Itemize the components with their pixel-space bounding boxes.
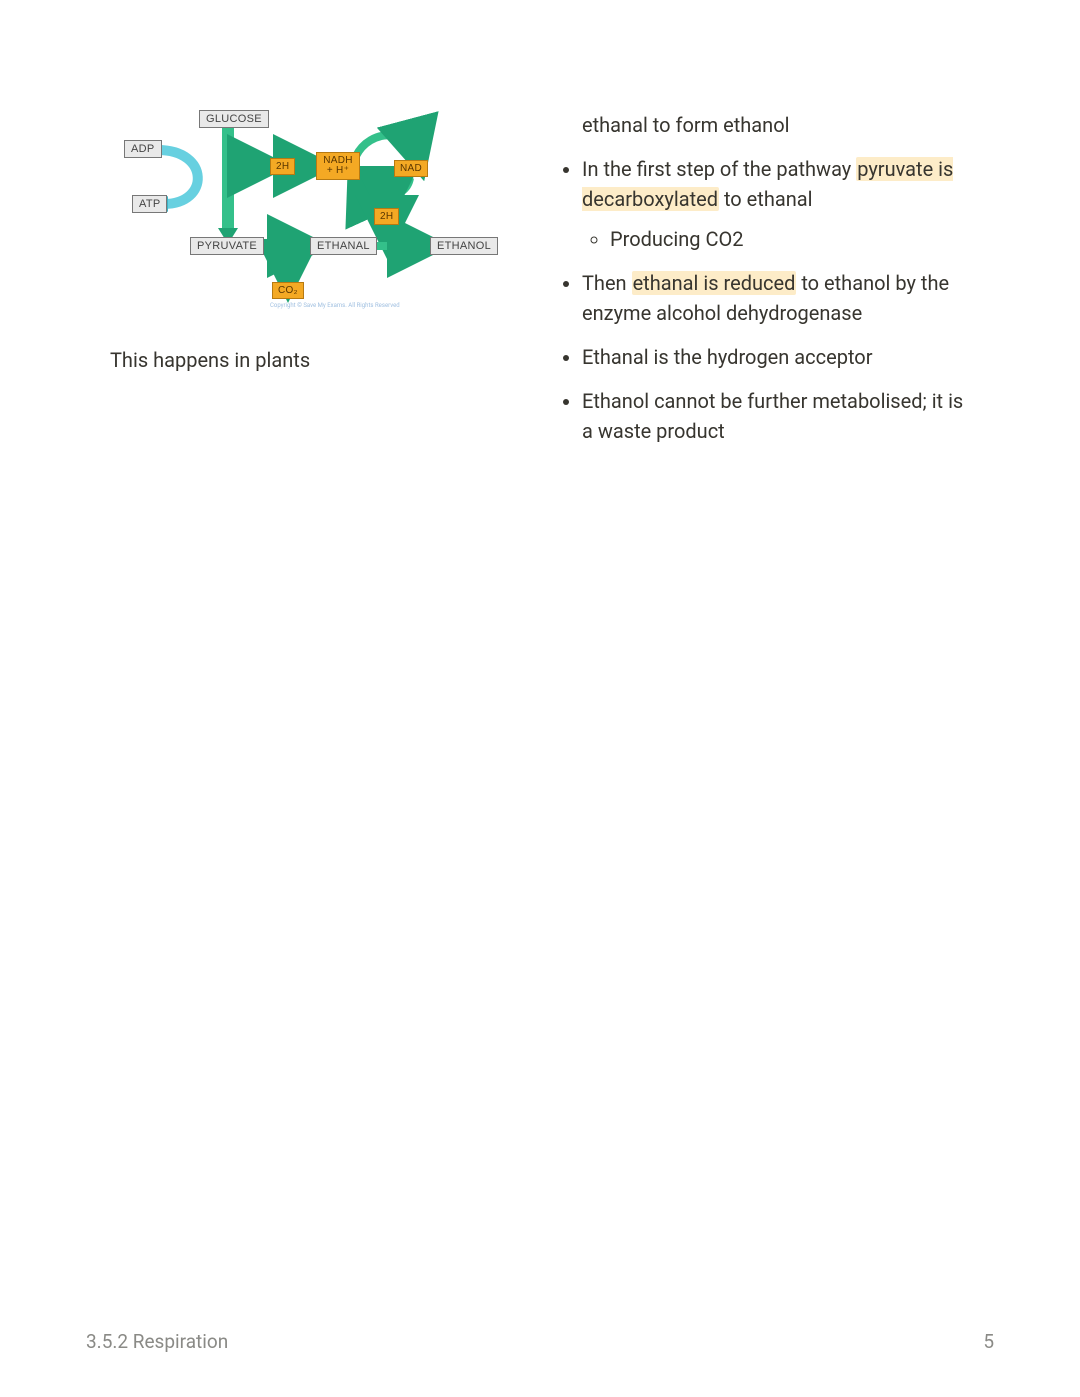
- node-adp: ADP: [124, 140, 162, 158]
- two-column-layout: GLUCOSE ADP ATP 2H NADH+ H⁺ NAD 2H PYRUV…: [110, 110, 970, 460]
- node-pyruvate: PYRUVATE: [190, 237, 264, 255]
- node-ethanal: ETHANAL: [310, 237, 377, 255]
- diagram-arrows: [110, 110, 500, 310]
- node-ethanol: ETHANOL: [430, 237, 498, 255]
- node-atp: ATP: [132, 195, 167, 213]
- footer-title: 3.5.2 Respiration: [86, 1330, 228, 1353]
- node-2h-upper: 2H: [270, 158, 295, 175]
- bullet-2-sublist: Producing CO2: [582, 224, 970, 254]
- node-nadh: NADH+ H⁺: [316, 152, 360, 180]
- bullet-2-text-a: In the first step of the pathway: [582, 157, 856, 181]
- right-column: ethanal to form ethanol In the first ste…: [560, 110, 970, 460]
- bullet-5: Ethanol cannot be further metabolised; i…: [582, 386, 970, 446]
- left-column: GLUCOSE ADP ATP 2H NADH+ H⁺ NAD 2H PYRUV…: [110, 110, 500, 372]
- node-nad: NAD: [394, 160, 428, 177]
- node-glucose: GLUCOSE: [199, 110, 269, 128]
- bullet-2-text-b: to ethanal: [719, 187, 813, 211]
- bullet-3-highlight: ethanal is reduced: [632, 271, 797, 295]
- bullet-2-sub: Producing CO2: [610, 224, 970, 254]
- footer-page-number: 5: [983, 1330, 994, 1353]
- diagram-caption: This happens in plants: [110, 348, 500, 372]
- node-co2: CO₂: [272, 282, 304, 299]
- page-footer: 3.5.2 Respiration 5: [86, 1330, 994, 1353]
- page: GLUCOSE ADP ATP 2H NADH+ H⁺ NAD 2H PYRUV…: [0, 0, 1080, 1397]
- bullet-1: ethanal to form ethanol: [560, 110, 970, 140]
- node-2h-lower: 2H: [374, 208, 399, 225]
- fermentation-diagram: GLUCOSE ADP ATP 2H NADH+ H⁺ NAD 2H PYRUV…: [110, 110, 490, 310]
- bullet-3-text-a: Then: [582, 271, 632, 295]
- notes-list: ethanal to form ethanol In the first ste…: [560, 110, 970, 446]
- bullet-4: Ethanal is the hydrogen acceptor: [582, 342, 970, 372]
- diagram-copyright: Copyright © Save My Exams. All Rights Re…: [270, 302, 400, 309]
- bullet-2: In the first step of the pathway pyruvat…: [582, 154, 970, 254]
- bullet-3: Then ethanal is reduced to ethanol by th…: [582, 268, 970, 328]
- bullet-1-text: ethanal to form ethanol: [582, 113, 790, 137]
